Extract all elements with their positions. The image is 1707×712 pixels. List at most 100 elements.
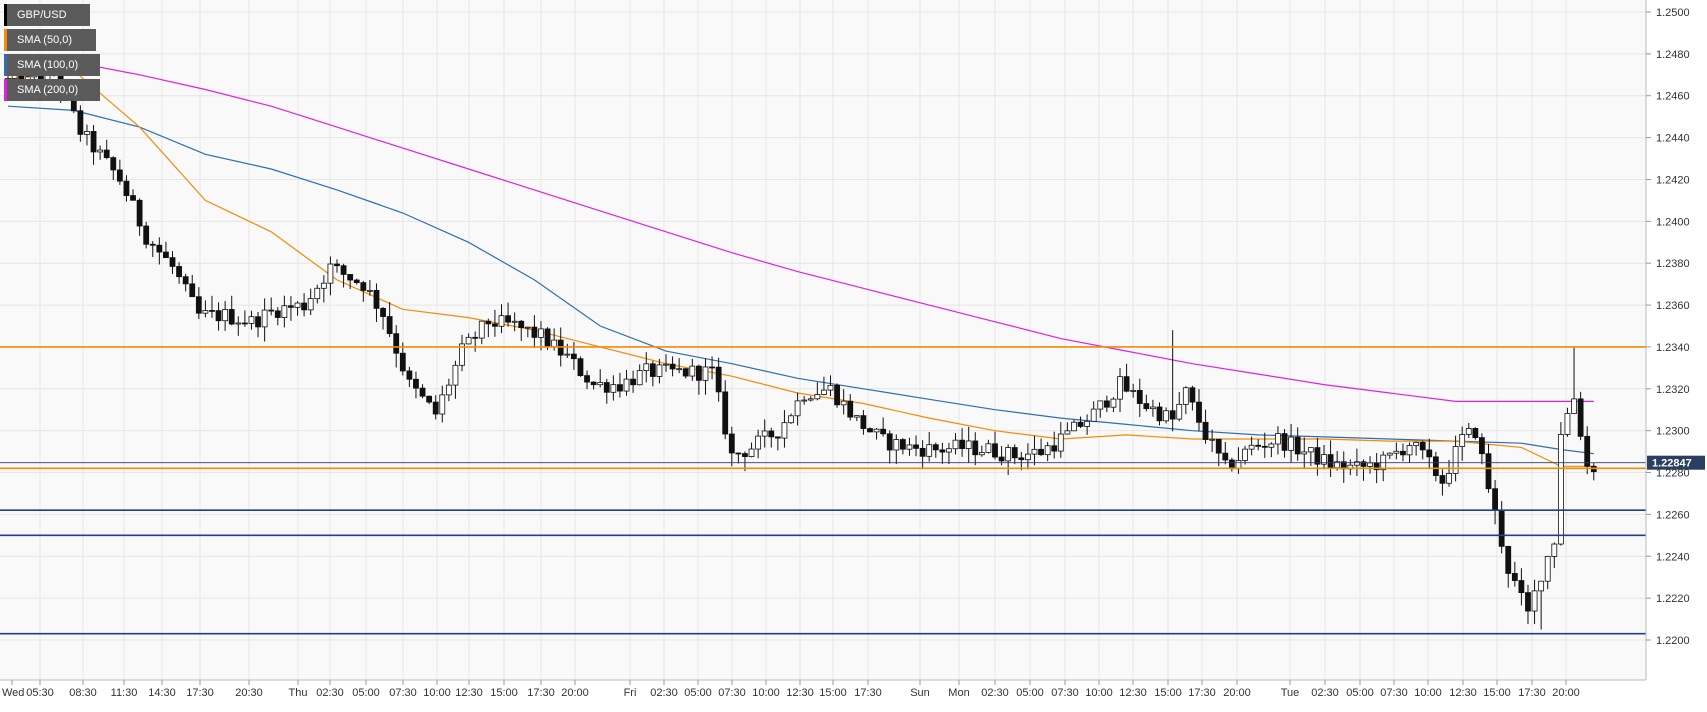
candle-body xyxy=(1321,454,1327,465)
candle-body xyxy=(1051,445,1058,452)
legend-item-sma200[interactable]: SMA (200,0) xyxy=(4,79,100,101)
x-tick-label: Sun xyxy=(910,687,930,699)
candle-body xyxy=(1301,451,1308,455)
last-price-tag: 1.22847 xyxy=(1647,455,1705,470)
candle-body xyxy=(597,382,604,386)
candle-body xyxy=(505,315,511,323)
legend-item-sma50[interactable]: SMA (50,0) xyxy=(4,29,96,51)
candle-body xyxy=(531,326,538,338)
y-tick-label: 1.2280 xyxy=(1656,468,1690,480)
candle-body xyxy=(853,415,860,418)
candle-body xyxy=(1071,421,1077,432)
candle-body xyxy=(1400,450,1406,456)
candle-body xyxy=(1551,543,1558,557)
candle-body xyxy=(794,400,801,417)
candle-body xyxy=(426,395,433,403)
candle-body xyxy=(781,422,788,439)
x-tick-label: Tue xyxy=(1281,687,1300,699)
candle-body xyxy=(360,282,367,291)
y-axis: 1.2500 1.2480 1.2460 1.2440 1.2420 1.2400 1.23… xyxy=(1646,7,1690,647)
x-tick-label: 20:00 xyxy=(561,687,589,699)
candle-body xyxy=(551,339,558,348)
candle-body xyxy=(1248,444,1255,450)
candle-body xyxy=(334,263,340,267)
candle-body xyxy=(294,302,301,308)
x-tick-label: 05:00 xyxy=(684,687,712,699)
candle-body xyxy=(1505,545,1512,574)
candle-body xyxy=(590,381,597,386)
candle-body xyxy=(465,336,472,345)
candle-body xyxy=(136,199,143,227)
candle-body xyxy=(1235,460,1242,470)
candle-body xyxy=(1011,447,1018,459)
y-tick-label: 1.2220 xyxy=(1656,593,1690,605)
candle-body xyxy=(399,352,406,372)
candle-body xyxy=(959,439,965,449)
candle-body xyxy=(630,378,636,386)
x-tick-label: 05:00 xyxy=(1016,687,1044,699)
candle-body xyxy=(689,365,696,377)
candle-body xyxy=(1577,398,1584,437)
candle-body xyxy=(1163,410,1169,422)
candle-body xyxy=(1209,438,1216,441)
candle-body xyxy=(913,444,919,449)
candle-body xyxy=(564,353,571,356)
candle-body xyxy=(110,157,117,171)
sma-50-line xyxy=(7,69,1594,467)
legend-label: GBP/USD xyxy=(17,9,67,21)
candle-body xyxy=(801,399,808,402)
x-tick-label: Mon xyxy=(948,687,969,699)
y-tick-label: 1.2380 xyxy=(1656,258,1690,270)
last-price-box xyxy=(1647,455,1705,470)
candle-body xyxy=(807,398,814,401)
candle-body xyxy=(1511,573,1518,581)
candle-body xyxy=(1123,376,1130,392)
candle-body xyxy=(946,448,952,453)
candle-body xyxy=(1176,403,1183,420)
candle-body xyxy=(1268,443,1275,448)
candle-body xyxy=(189,283,196,298)
candle-body xyxy=(176,266,182,278)
candle-body xyxy=(919,447,926,457)
candle-body xyxy=(768,430,775,438)
x-tick-label: Wed xyxy=(2,687,24,699)
candle-body xyxy=(821,389,827,395)
candle-body xyxy=(432,401,439,415)
candle-body xyxy=(393,333,400,354)
x-tick-label: 14:30 xyxy=(148,687,176,699)
candle-body xyxy=(459,343,465,366)
x-tick-label: Fri xyxy=(624,687,637,699)
x-tick-label: 10:00 xyxy=(752,687,780,699)
candle-body xyxy=(1498,510,1505,547)
candle-body xyxy=(1281,433,1288,451)
x-tick-label: 20:00 xyxy=(1552,687,1580,699)
candle-body xyxy=(1090,408,1097,422)
candle-body xyxy=(327,263,334,284)
legend-label: SMA (50,0) xyxy=(17,34,73,46)
candle-body xyxy=(169,257,176,267)
candle-body xyxy=(1169,410,1176,420)
candle-body xyxy=(1367,462,1373,467)
candle-body xyxy=(893,439,900,451)
x-tick-label: 10:00 xyxy=(423,687,451,699)
candle-body xyxy=(209,310,215,312)
x-tick-label: 17:30 xyxy=(186,687,214,699)
candle-body xyxy=(288,305,294,308)
candle-body xyxy=(1228,459,1235,470)
candle-body xyxy=(1525,592,1531,612)
candle-body xyxy=(584,375,590,383)
x-tick-label: 07:30 xyxy=(389,687,417,699)
legend-item-sma100[interactable]: SMA (100,0) xyxy=(4,54,100,76)
candle-body xyxy=(1459,434,1466,447)
y-tick-label: 1.2420 xyxy=(1656,174,1690,186)
candle-body xyxy=(728,433,735,454)
candle-body xyxy=(248,316,255,324)
candle-body xyxy=(1057,433,1064,452)
candle-body xyxy=(814,394,821,400)
y-tick-label: 1.2300 xyxy=(1656,426,1690,438)
candle-body xyxy=(301,302,308,311)
legend-item-price[interactable]: GBP/USD xyxy=(4,4,90,26)
candle-body xyxy=(439,394,446,415)
candle-body xyxy=(314,287,321,300)
